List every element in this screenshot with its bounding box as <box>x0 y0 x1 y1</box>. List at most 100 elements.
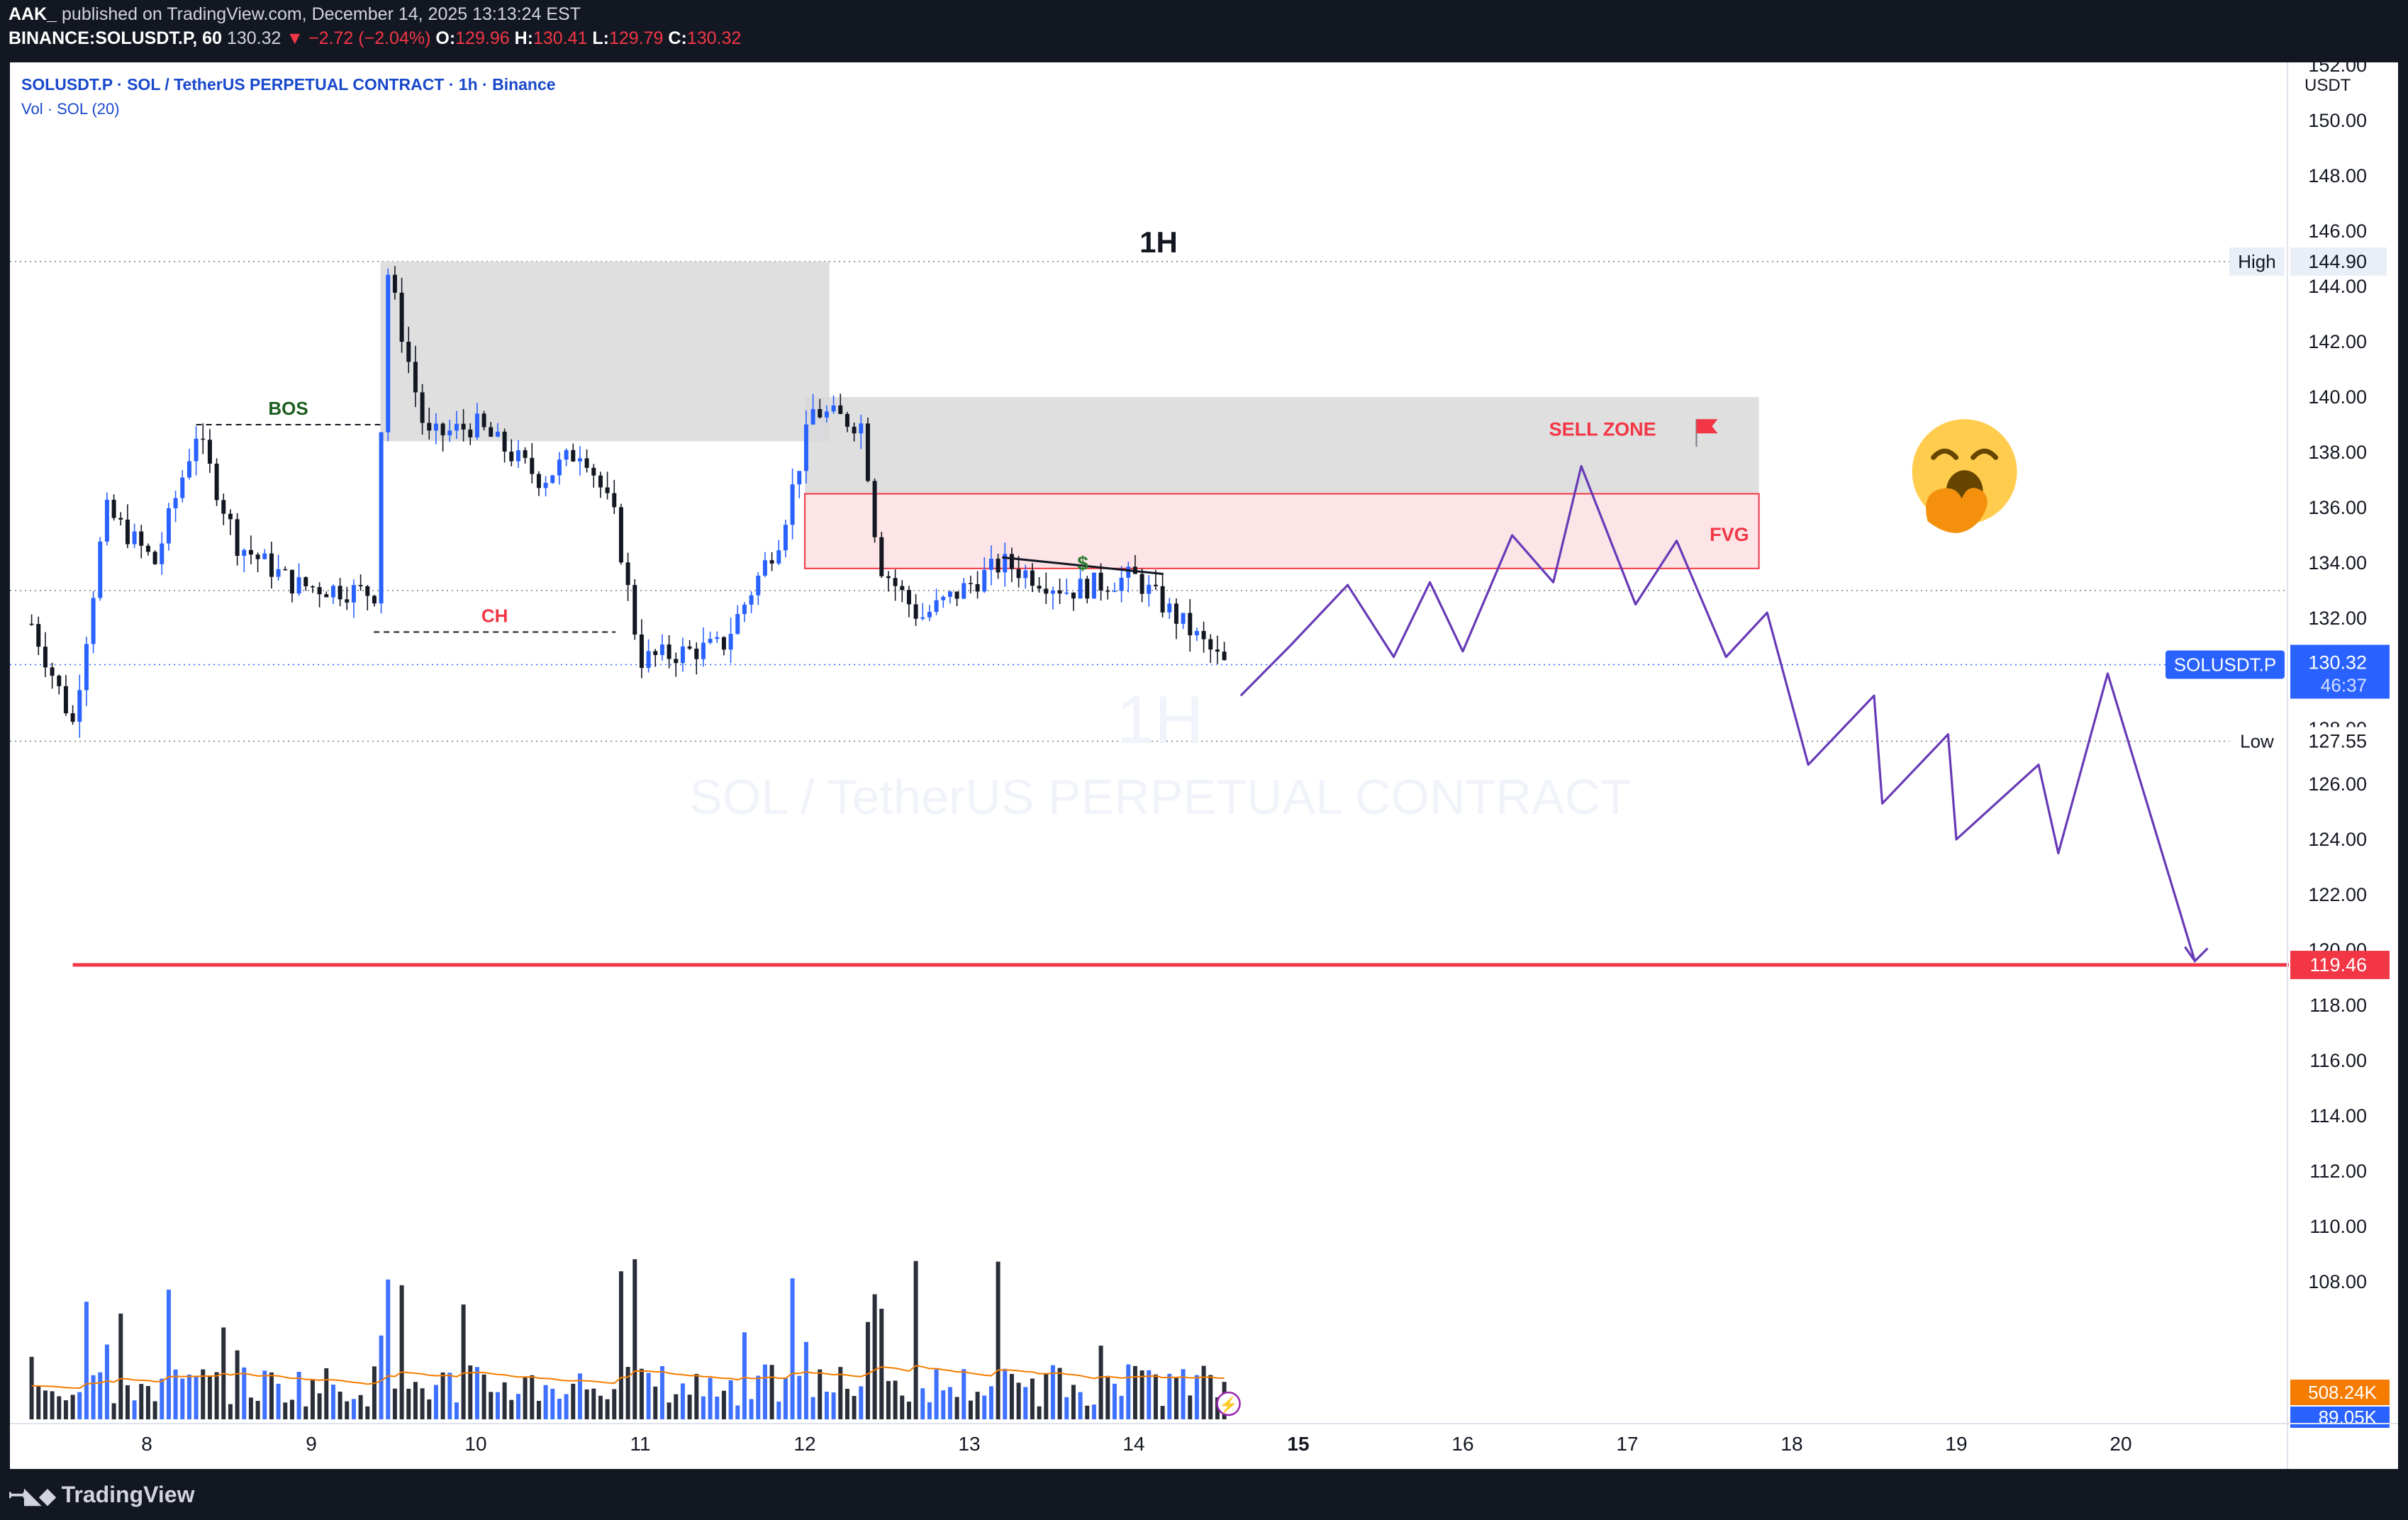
candle-body <box>530 457 535 474</box>
candle-body <box>865 423 870 481</box>
volume-bar <box>1071 1385 1076 1419</box>
candle-body <box>1003 554 1008 573</box>
price-tick: 112.00 <box>2309 1161 2367 1182</box>
candle-body <box>824 411 829 418</box>
candle-body <box>1057 590 1062 594</box>
volume-bar <box>255 1400 260 1419</box>
volume-bar <box>947 1387 952 1419</box>
candle-body <box>427 423 432 431</box>
high-value: 144.90 <box>2308 251 2367 272</box>
chart-area[interactable]: ⚡ BOS CH $ SELL ZONE FVG 152.00 150.00 148.00 1… <box>10 55 2398 1469</box>
volume-bar <box>289 1399 294 1419</box>
candle-body <box>1037 586 1042 589</box>
candle-body <box>228 513 233 520</box>
volume-bar <box>625 1367 630 1419</box>
vol-last-value: 89.05K <box>2319 1407 2378 1428</box>
candle-body <box>810 409 815 425</box>
open-value: 129.96 <box>455 28 510 48</box>
fvg-zone[interactable] <box>804 493 1760 569</box>
symbol-id: BINANCE:SOLUSDT.P, 60 <box>9 28 222 48</box>
candle-body <box>173 498 178 508</box>
candle-body <box>276 569 281 577</box>
liquidity-line[interactable] <box>1002 556 1164 576</box>
volume-bar <box>852 1396 857 1419</box>
volume-bar <box>345 1401 350 1419</box>
volume-bar <box>920 1388 925 1419</box>
candle-body <box>543 483 548 488</box>
volume-bar <box>845 1388 849 1419</box>
candle-body <box>461 423 466 430</box>
time-tick: 17 <box>1616 1433 1638 1455</box>
volume-bar <box>104 1344 109 1419</box>
volume-bar <box>577 1373 582 1419</box>
volume-bar <box>694 1373 699 1419</box>
time-tick: 12 <box>793 1433 815 1455</box>
time-tick: 13 <box>958 1433 980 1455</box>
volume-bar <box>235 1350 240 1419</box>
emoji-left-eye <box>1931 448 1959 460</box>
candle-body <box>180 477 185 498</box>
candle-body <box>818 409 823 418</box>
candle-body <box>474 413 479 437</box>
candle-body <box>797 471 802 485</box>
volume-bar <box>975 1392 980 1419</box>
candle-body <box>132 531 137 544</box>
volume-bar <box>639 1368 644 1419</box>
candle-body <box>1188 613 1193 636</box>
volume-bar <box>818 1369 823 1419</box>
volume-bar <box>145 1386 150 1419</box>
candle-body <box>1030 570 1035 586</box>
candle-body <box>728 634 733 650</box>
candle-body <box>207 440 212 464</box>
volume-bar <box>913 1261 918 1419</box>
candle-body <box>667 644 671 659</box>
volume-bar <box>803 1341 808 1419</box>
volume-bar <box>756 1375 761 1419</box>
candle-body <box>77 690 82 722</box>
candle-body <box>790 484 795 525</box>
candle-body <box>852 426 857 434</box>
candle-body <box>330 586 335 598</box>
supply-zone[interactable] <box>380 261 830 442</box>
target-value: 119.46 <box>2309 954 2367 976</box>
volume-bar <box>769 1365 774 1419</box>
volume-bar <box>427 1399 432 1419</box>
volume-bar <box>646 1373 651 1419</box>
candle-body <box>735 614 740 635</box>
high-label: H: <box>514 28 533 48</box>
candle-body <box>296 577 301 594</box>
replay-icon[interactable] <box>1216 1391 1241 1416</box>
candle-body <box>1078 579 1083 599</box>
candle-body <box>502 431 507 452</box>
tradingview-logo[interactable]: ꟷ◣◆ TradingView <box>9 1480 194 1509</box>
candle-body <box>248 549 253 555</box>
candle-body <box>982 569 987 592</box>
candle-body <box>1071 592 1076 599</box>
symbol-tag: SOLUSDT.P <box>2174 654 2277 676</box>
candle-body <box>1098 572 1103 591</box>
candle-body <box>1016 569 1021 579</box>
candle-body <box>413 362 418 393</box>
candle-body <box>618 507 623 563</box>
volume-bar <box>139 1384 144 1419</box>
tradingview-logo-text: TradingView <box>61 1482 195 1507</box>
price-tick: 136.00 <box>2308 497 2367 518</box>
last-price-text: 130.32 <box>226 28 282 48</box>
sell-zone-box[interactable] <box>805 397 1759 494</box>
volume-bar <box>982 1395 987 1419</box>
volume-bar <box>1030 1378 1035 1419</box>
projection-path[interactable] <box>1239 464 2196 962</box>
volume-bar <box>859 1386 864 1419</box>
volume-bar <box>1160 1406 1165 1419</box>
volume-bar <box>440 1372 445 1419</box>
candle-body <box>242 549 247 557</box>
close-label: C: <box>668 28 687 48</box>
volume-bar <box>790 1278 795 1419</box>
author-name[interactable]: AAK_ <box>9 4 57 24</box>
candle-body <box>1167 603 1172 613</box>
volume-bar <box>1112 1383 1117 1419</box>
low-label: L: <box>592 28 609 48</box>
volume-bar <box>91 1375 96 1419</box>
candle-body <box>1208 639 1213 650</box>
